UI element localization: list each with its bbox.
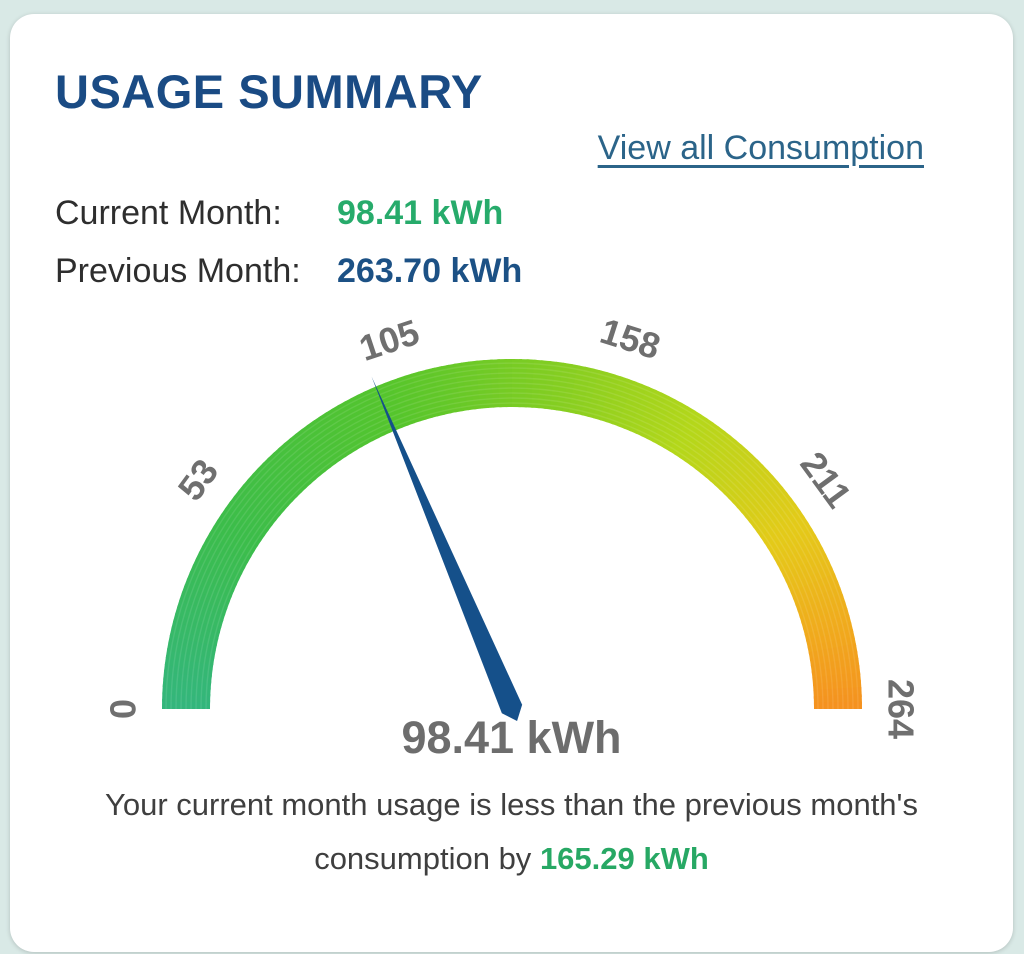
gauge-band-texture-line bbox=[200, 397, 824, 710]
gauge-tick-label: 105 bbox=[354, 311, 424, 369]
gauge-band-texture-line bbox=[180, 377, 844, 710]
gauge-band-texture-line bbox=[185, 382, 839, 710]
usage-summary-card: USAGE SUMMARY View all Consumption Curre… bbox=[10, 14, 1013, 952]
link-row: View all Consumption bbox=[55, 129, 968, 168]
current-month-row: Current Month: 98.41 kWh bbox=[55, 184, 968, 242]
page-title: USAGE SUMMARY bbox=[55, 65, 483, 118]
gauge-needle bbox=[371, 376, 523, 721]
gauge-band-texture-line bbox=[195, 392, 829, 710]
gauge-band-texture-line bbox=[175, 372, 849, 710]
previous-month-row: Previous Month: 263.70 kWh bbox=[55, 242, 968, 300]
gauge-tick-label: 53 bbox=[170, 451, 227, 508]
view-all-consumption-link[interactable]: View all Consumption bbox=[597, 129, 924, 167]
gauge-tick-label: 0 bbox=[103, 699, 144, 719]
gauge-tick-label: 158 bbox=[596, 310, 666, 367]
usage-gauge: 0 53 105 158 211 264 bbox=[10, 304, 1013, 744]
current-month-value: 98.41 kWh bbox=[337, 194, 504, 232]
usage-stats: Current Month: 98.41 kWh Previous Month: 2… bbox=[55, 184, 968, 300]
comparison-difference-value: 165.29 kWh bbox=[539, 841, 709, 876]
current-month-label: Current Month: bbox=[55, 194, 282, 232]
comparison-sentence: Your current month usage is less than th… bbox=[105, 787, 918, 876]
gauge-band-texture-line bbox=[190, 387, 834, 710]
gauge-band-texture-line bbox=[165, 362, 859, 710]
gauge-band-texture-line bbox=[205, 402, 819, 710]
gauge-chart: 0 53 105 158 211 264 bbox=[103, 310, 922, 739]
previous-month-label: Previous Month: bbox=[55, 252, 301, 290]
usage-comparison-text: Your current month usage is less than th… bbox=[57, 778, 967, 886]
gauge-tick-label: 211 bbox=[792, 444, 859, 515]
gauge-band-texture-line bbox=[170, 367, 854, 710]
gauge-value-label: 98.41 kWh bbox=[401, 712, 622, 763]
previous-month-value: 263.70 kWh bbox=[337, 252, 523, 290]
gauge-tick-label: 264 bbox=[880, 679, 921, 739]
